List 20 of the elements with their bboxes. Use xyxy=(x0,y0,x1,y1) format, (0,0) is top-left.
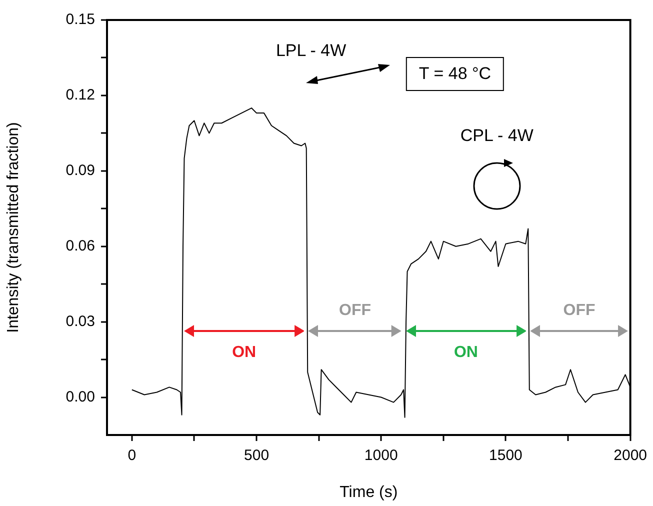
annotation: OFF xyxy=(563,302,596,320)
annotation: OFF xyxy=(339,302,372,320)
annotation: CPL - 4W xyxy=(460,126,534,146)
annotation: ON xyxy=(232,344,256,362)
x-tick-label: 2000 xyxy=(614,447,648,464)
x-tick-label: 0 xyxy=(128,447,136,464)
x-axis-title: Time (s) xyxy=(340,484,398,501)
x-tick-label: 1000 xyxy=(364,447,398,464)
y-axis-title: Intensity (transmitted fraction) xyxy=(5,122,22,333)
annotation: T = 48 °C xyxy=(406,56,504,91)
annotation: LPL - 4W xyxy=(276,41,346,62)
y-tick-label: 0.09 xyxy=(66,162,95,180)
annotation: ON xyxy=(454,344,478,362)
y-tick-label: 0.15 xyxy=(66,11,95,28)
x-tick-label: 1500 xyxy=(489,447,522,464)
x-tick-label: 500 xyxy=(244,447,270,464)
y-tick-label: 0.03 xyxy=(66,312,95,330)
y-tick-label: 0.00 xyxy=(66,388,95,406)
y-tick-label: 0.12 xyxy=(66,86,95,104)
y-tick-label: 0.06 xyxy=(66,238,95,255)
